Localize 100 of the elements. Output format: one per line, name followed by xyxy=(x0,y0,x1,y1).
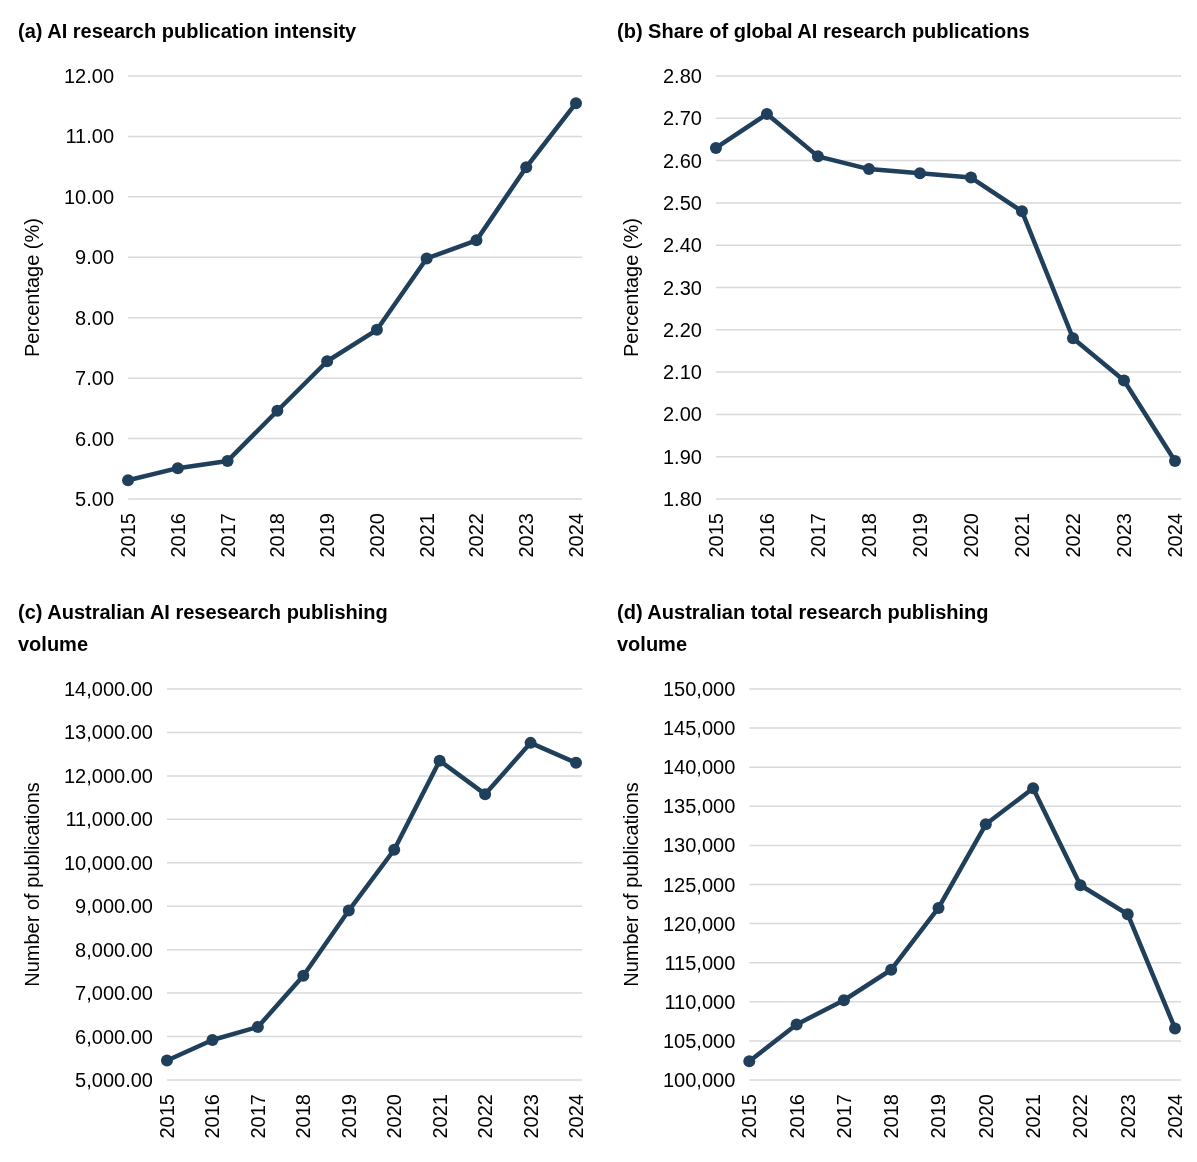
x-tick-label: 2019 xyxy=(908,513,931,558)
y-tick-label: 9.00 xyxy=(75,246,115,269)
point xyxy=(570,97,582,110)
y-tick-label: 125,000 xyxy=(663,873,736,896)
x-tick-label: 2019 xyxy=(927,1094,950,1139)
y-tick-label: 2.40 xyxy=(662,234,702,257)
x-tick-label: 2019 xyxy=(316,513,339,558)
x-tick-label: 2022 xyxy=(465,513,488,558)
point xyxy=(1117,374,1130,387)
x-tick-label: 2023 xyxy=(1116,1094,1139,1139)
x-tick-label: 2016 xyxy=(201,1094,224,1139)
point xyxy=(913,167,926,180)
chart-title: (b) Share of global AI research publications xyxy=(617,20,1030,42)
x-tick-label: 2021 xyxy=(1022,1094,1045,1139)
y-axis-title: Percentage (%) xyxy=(21,218,43,357)
point xyxy=(221,454,234,467)
x-tick-label: 2020 xyxy=(974,1094,997,1139)
y-tick-label: 100,000 xyxy=(663,1069,736,1091)
y-tick-label: 145,000 xyxy=(663,717,736,740)
x-tick-label: 2018 xyxy=(880,1094,903,1139)
point xyxy=(520,161,533,174)
x-tick-label: 2015 xyxy=(117,513,140,558)
x-tick-label: 2021 xyxy=(428,1094,451,1139)
x-tick-label: 2016 xyxy=(785,1094,808,1139)
y-tick-label: 10,000.00 xyxy=(63,851,153,874)
point xyxy=(1066,332,1079,345)
x-tick-label: 2024 xyxy=(565,513,587,558)
y-tick-label: 8,000.00 xyxy=(75,938,153,961)
chart-title: (a) AI research publication intensity xyxy=(18,20,358,42)
y-tick-label: 110,000 xyxy=(664,990,736,1013)
point xyxy=(743,1055,756,1068)
y-tick-label: 2.10 xyxy=(662,361,702,384)
point xyxy=(420,252,433,265)
point xyxy=(837,994,850,1007)
point xyxy=(171,462,184,475)
point xyxy=(979,818,992,831)
y-tick-label: 150,000 xyxy=(663,678,736,700)
point xyxy=(524,736,537,749)
point xyxy=(709,141,722,154)
point xyxy=(811,150,824,163)
x-tick-label: 2020 xyxy=(959,513,982,558)
y-tick-label: 130,000 xyxy=(663,834,736,857)
point xyxy=(1074,879,1087,892)
x-tick-label: 2020 xyxy=(365,513,388,558)
y-axis-title: Percentage (%) xyxy=(620,218,642,357)
y-tick-label: 2.70 xyxy=(662,107,702,130)
point xyxy=(388,843,401,856)
y-tick-label: 6.00 xyxy=(75,427,115,450)
chart-title: (c) Australian AI resesearch publishing volume xyxy=(18,601,388,655)
x-tick-label: 2023 xyxy=(515,513,538,558)
y-tick-label: 135,000 xyxy=(663,795,736,818)
y-tick-label: 12.00 xyxy=(63,65,115,87)
y-tick-label: 120,000 xyxy=(663,912,736,935)
x-tick-label: 2021 xyxy=(1010,513,1033,558)
x-tick-label: 2023 xyxy=(1112,513,1135,558)
point xyxy=(433,754,446,767)
point xyxy=(297,969,310,982)
y-tick-label: 2.80 xyxy=(662,65,702,87)
point xyxy=(862,163,875,176)
x-tick-label: 2017 xyxy=(832,1094,855,1139)
y-tick-label: 10.00 xyxy=(63,185,115,208)
y-tick-label: 8.00 xyxy=(75,306,115,329)
y-tick-label: 2.20 xyxy=(662,318,702,341)
y-tick-label: 11.00 xyxy=(65,125,115,148)
x-tick-label: 2023 xyxy=(519,1094,542,1139)
point xyxy=(1015,205,1028,218)
x-tick-label: 2017 xyxy=(246,1094,269,1139)
y-axis-title: Number of publications xyxy=(21,782,43,987)
x-tick-label: 2022 xyxy=(1061,513,1084,558)
point xyxy=(122,474,135,487)
y-tick-label: 1.90 xyxy=(662,445,702,468)
x-tick-label: 2017 xyxy=(806,513,829,558)
x-tick-label: 2017 xyxy=(216,513,239,558)
y-tick-label: 2.60 xyxy=(662,149,702,172)
x-tick-label: 2016 xyxy=(166,513,189,558)
point xyxy=(160,1054,173,1067)
point xyxy=(1027,782,1040,795)
point xyxy=(251,1021,264,1033)
point xyxy=(342,904,355,917)
y-tick-label: 5.00 xyxy=(75,488,115,510)
point xyxy=(470,234,483,247)
point xyxy=(1169,1022,1181,1035)
x-tick-label: 2019 xyxy=(337,1094,360,1139)
x-tick-label: 2022 xyxy=(474,1094,497,1139)
y-tick-label: 140,000 xyxy=(663,756,736,779)
y-tick-label: 2.00 xyxy=(662,403,702,426)
x-tick-label: 2018 xyxy=(857,513,880,558)
y-tick-label: 6,000.00 xyxy=(75,1025,153,1048)
y-tick-label: 13,000.00 xyxy=(63,721,153,744)
point xyxy=(964,171,977,184)
x-tick-label: 2015 xyxy=(704,513,727,558)
point xyxy=(790,1018,803,1031)
point xyxy=(479,788,492,801)
x-tick-label: 2020 xyxy=(383,1094,406,1139)
y-tick-label: 14,000.00 xyxy=(63,678,153,700)
y-tick-label: 11,000.00 xyxy=(65,808,153,831)
point xyxy=(1169,454,1181,467)
y-tick-label: 5,000.00 xyxy=(75,1069,153,1091)
point xyxy=(271,404,284,417)
x-tick-label: 2021 xyxy=(415,513,438,558)
